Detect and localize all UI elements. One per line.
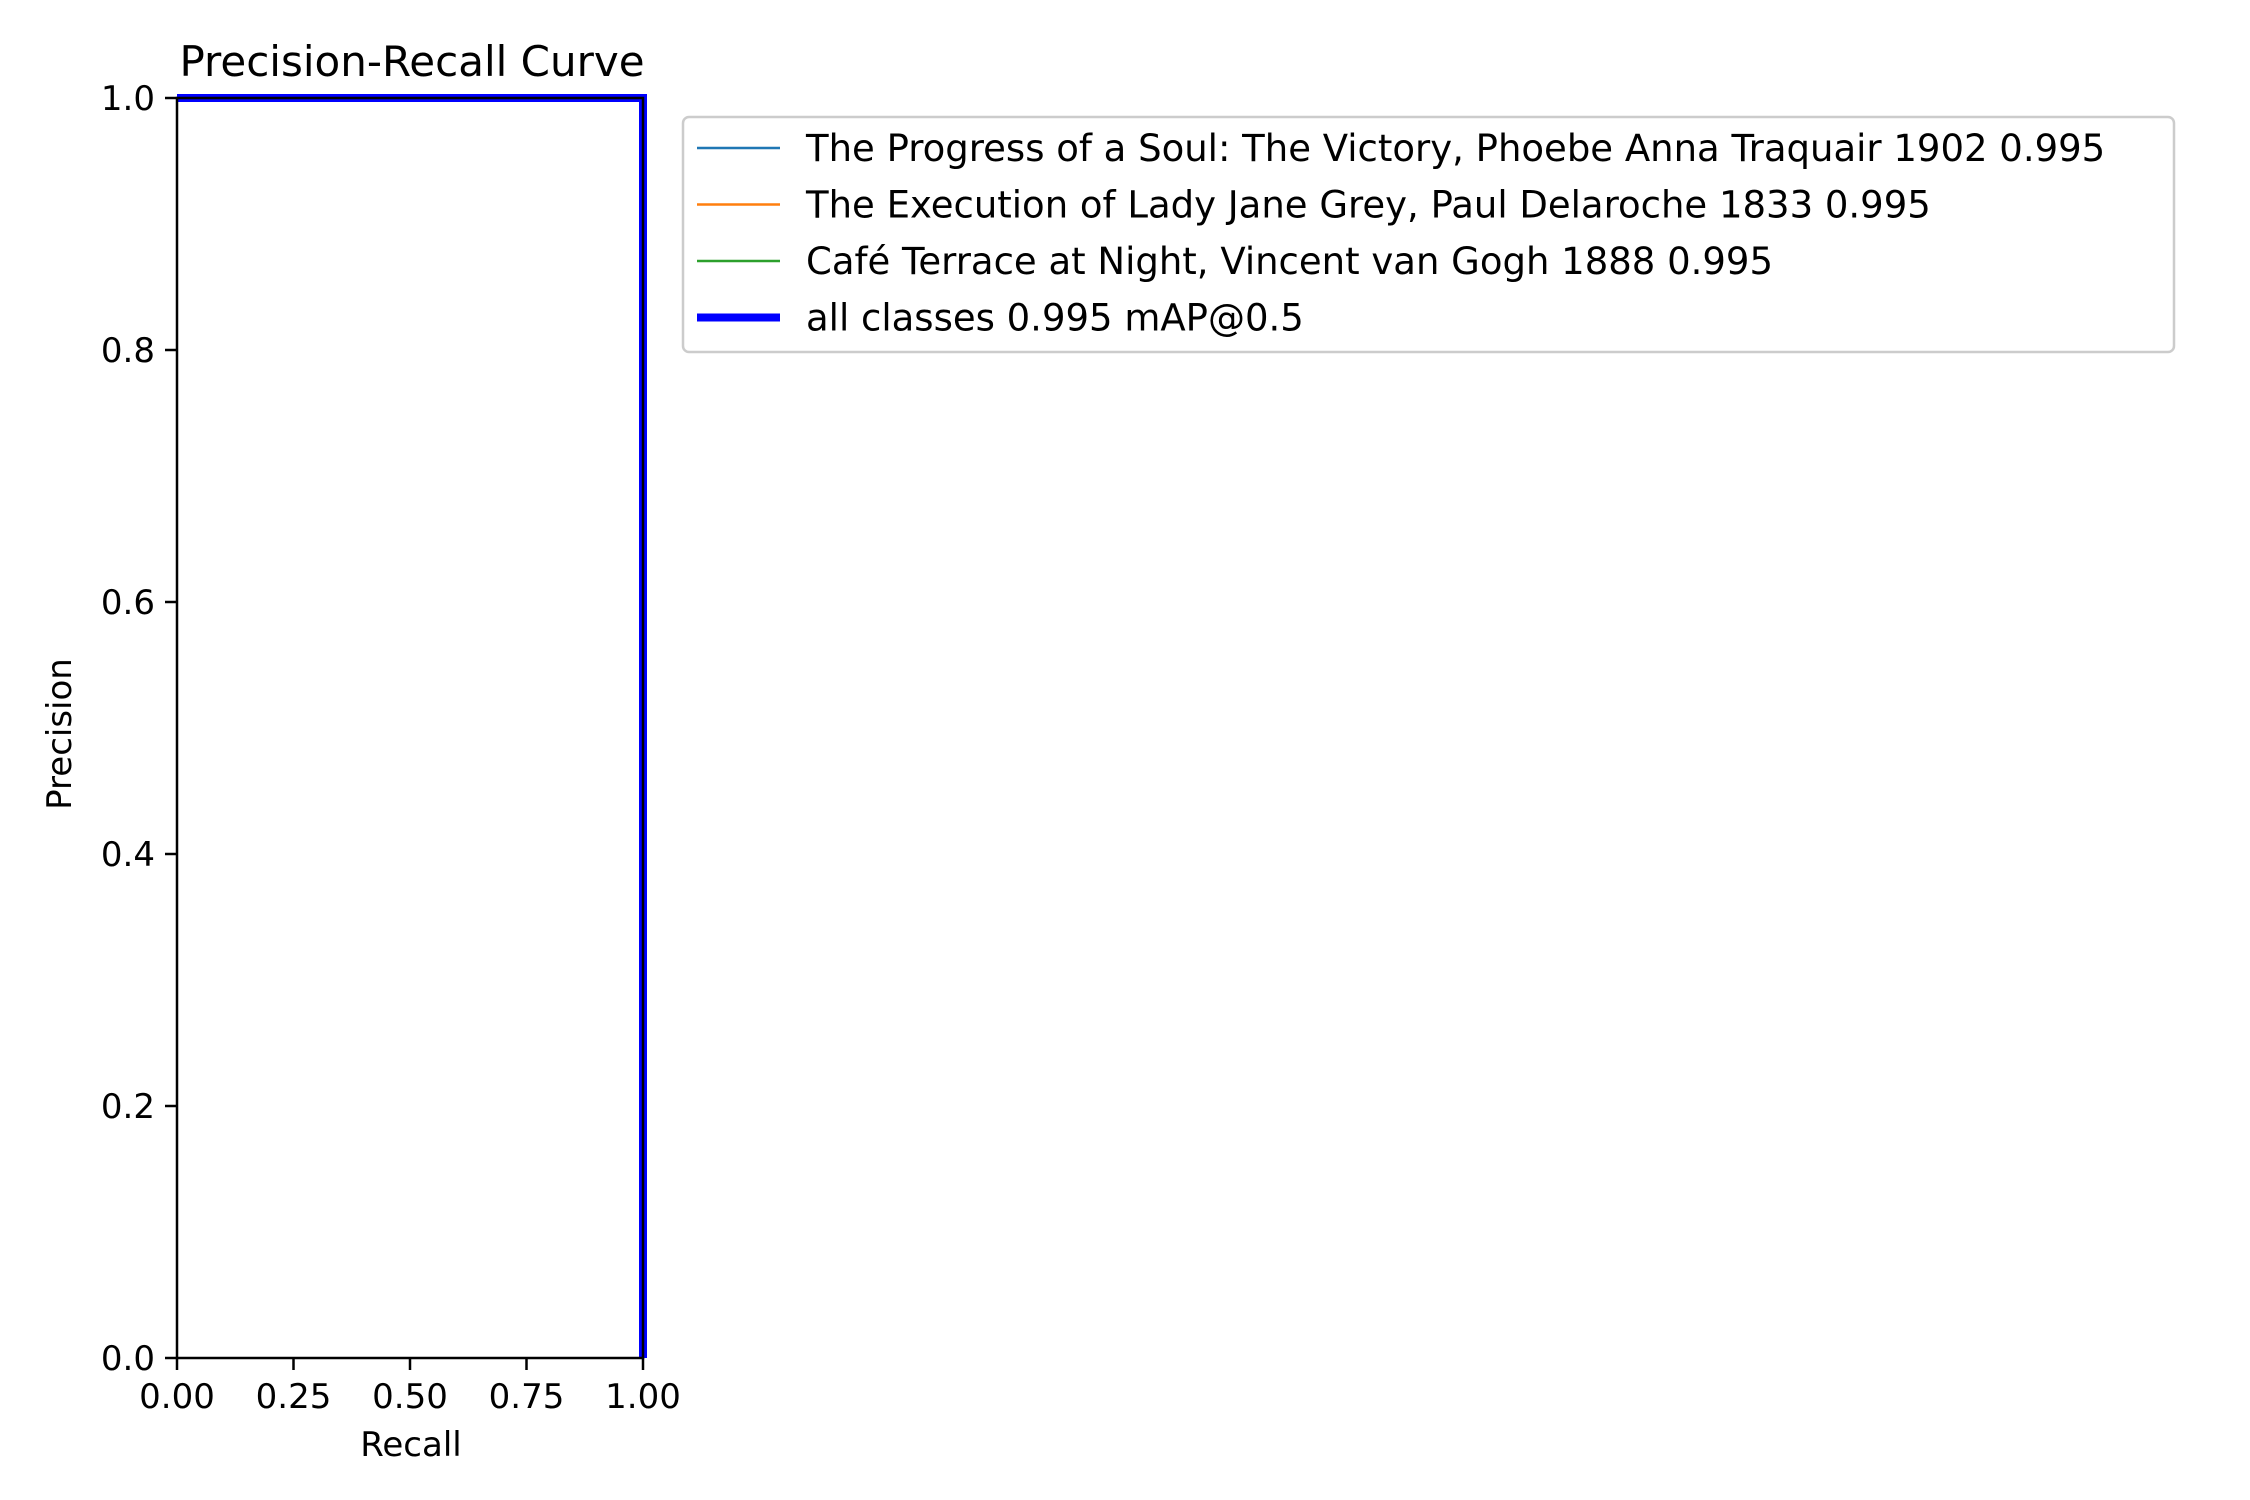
plot-area: 0.00 0.25 0.50 0.75 1.00 0.0 0.2 0.4 0.6 0.8 1.0 — [101, 79, 681, 1417]
y-tick-label: 0.0 — [101, 1339, 155, 1379]
chart-title: Precision-Recall Curve — [179, 37, 644, 86]
x-tick-label: 0.25 — [256, 1377, 332, 1417]
y-axis-label: Precision — [40, 658, 80, 810]
legend-label-2: The Execution of Lady Jane Grey, Paul De… — [805, 184, 1931, 227]
legend-label-3: Café Terrace at Night, Vincent van Gogh … — [806, 240, 1773, 283]
legend-box — [681, 115, 2176, 354]
y-tick-label: 0.6 — [101, 583, 155, 623]
x-tick-label: 1.00 — [605, 1377, 681, 1417]
x-axis-label: Recall — [360, 1425, 461, 1465]
legend: The Progress of a Soul: The Victory, Pho… — [681, 115, 2176, 354]
x-tick-label: 0.75 — [489, 1377, 565, 1417]
y-tick-label: 1.0 — [101, 79, 155, 119]
y-tick-label: 0.8 — [101, 331, 155, 371]
x-tick-label: 0.50 — [372, 1377, 448, 1417]
legend-label-4: all classes 0.995 mAP@0.5 — [806, 297, 1304, 340]
x-tick-label: 0.00 — [139, 1377, 215, 1417]
y-tick-label: 0.4 — [101, 835, 155, 875]
y-tick-label: 0.2 — [101, 1087, 155, 1127]
legend-label-1: The Progress of a Soul: The Victory, Pho… — [805, 127, 2105, 170]
